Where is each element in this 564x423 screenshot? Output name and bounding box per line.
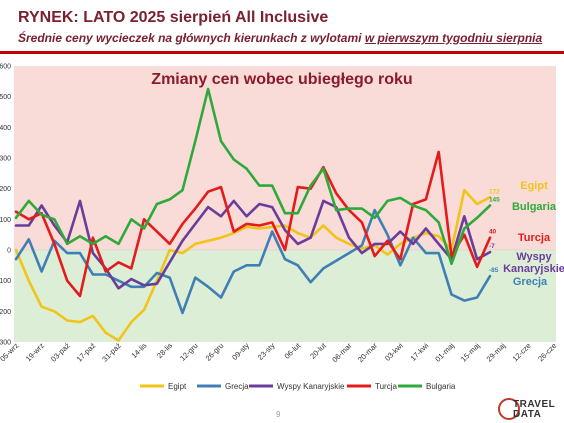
end-label-wyspy-kanaryjskie: -7 (489, 243, 495, 250)
y-tick-label: 300 (0, 156, 11, 163)
legend: Egipt Grecja Wyspy Kanaryjskie Turcja Bulgar… (140, 382, 456, 391)
legend-label-wyspy-kanaryjskie: Wyspy Kanaryjskie (277, 382, 345, 391)
y-tick-label: 500 (0, 94, 11, 101)
legend-label-bulgaria: Bulgaria (426, 382, 456, 391)
x-tick-label: 23-sty (256, 341, 277, 362)
x-tick-label: 26-cze (536, 341, 558, 363)
y-tick-label: 100 (0, 217, 11, 224)
end-label-grecja: -85 (489, 267, 499, 274)
y-axis: -300 -200 -100 0 100 200 300 400 500 600 (0, 64, 11, 347)
page-number: 9 (276, 410, 281, 419)
y-tick-label: 600 (0, 64, 11, 71)
y-tick-label: -100 (0, 278, 11, 285)
series-line-egipt (14, 188, 492, 342)
header-rule (0, 51, 564, 54)
legend-label-turcja: Turcja (375, 382, 397, 391)
page-title: RYNEK: LATO 2025 sierpień All Inclusive (18, 9, 329, 26)
subtitle-text: Średnie ceny wycieczek na głównych kieru… (18, 31, 365, 45)
series-line-bulgaria (14, 87, 492, 266)
x-tick-label: 12-cze (511, 341, 533, 363)
travel-data-logo: TRAVEL DATA (498, 398, 562, 422)
x-tick-label: 03-paź (49, 341, 72, 364)
subtitle-underlined-text: w pierwszym tygodniu sierpnia (364, 31, 543, 45)
x-tick-label: 15-maj (459, 341, 482, 364)
y-tick-label: 0 (7, 248, 11, 255)
page-subtitle: Średnie ceny wycieczek na głównych kieru… (18, 31, 542, 45)
chart-title: Zmiany cen wobec ubiegłego roku (151, 71, 412, 88)
x-tick-label: 29-maj (485, 341, 508, 364)
x-tick-label: 12-gru (178, 341, 200, 363)
y-tick-label: 200 (0, 186, 11, 193)
side-label-wyspy-kanaryjskie: Wyspy Kanaryjskie (503, 251, 564, 275)
y-tick-label: -300 (0, 340, 11, 347)
side-label-grecja: Grecja (513, 276, 548, 288)
x-tick-label: 28-lis (155, 341, 174, 360)
positive-zone-background (14, 66, 556, 250)
end-label-egipt: 172 (489, 188, 500, 195)
x-tick-label: 20-mar (356, 341, 380, 365)
x-tick-label: 19-wrz (24, 341, 46, 363)
end-label-bulgaria: 145 (489, 197, 500, 204)
legend-label-egipt: Egipt (168, 382, 187, 391)
x-tick-label: 17-paź (75, 341, 98, 364)
side-label-egipt: Egipt (520, 180, 548, 192)
x-tick-label: 26-gru (204, 341, 226, 363)
end-label-turcja: 40 (489, 229, 497, 236)
logo-text-data: DATA (513, 409, 542, 420)
series-layer (14, 87, 492, 342)
x-tick-label: 09-sty (230, 341, 251, 362)
logo-ring-icon (498, 398, 520, 420)
x-axis: 05-wrz 19-wrz 03-paź 17-paź 31-paź 14-lis 28-l… (0, 340, 558, 364)
x-tick-label: 03-kwi (383, 341, 405, 363)
legend-label-grecja: Grecja (225, 382, 249, 391)
end-labels: 172 -85 -7 40 145 (489, 188, 500, 274)
x-tick-label: 20-lut (308, 340, 328, 360)
side-label-turcja: Turcja (518, 232, 551, 244)
x-tick-label: 14-lis (129, 341, 148, 360)
side-label-bulgaria: Bulgaria (512, 201, 557, 213)
x-tick-label: 17-kwi (409, 341, 431, 363)
x-tick-label: 01-maj (433, 341, 456, 364)
series-line-wyspy-kanaryjskie (14, 199, 492, 290)
y-tick-label: 400 (0, 125, 11, 132)
y-tick-label: -200 (0, 309, 11, 316)
x-tick-label: 06-mar (330, 341, 354, 365)
x-tick-label: 31-paź (100, 341, 123, 364)
x-tick-label: 06-lut (283, 340, 303, 360)
logo-text-travel: TRAVEL (513, 399, 556, 410)
